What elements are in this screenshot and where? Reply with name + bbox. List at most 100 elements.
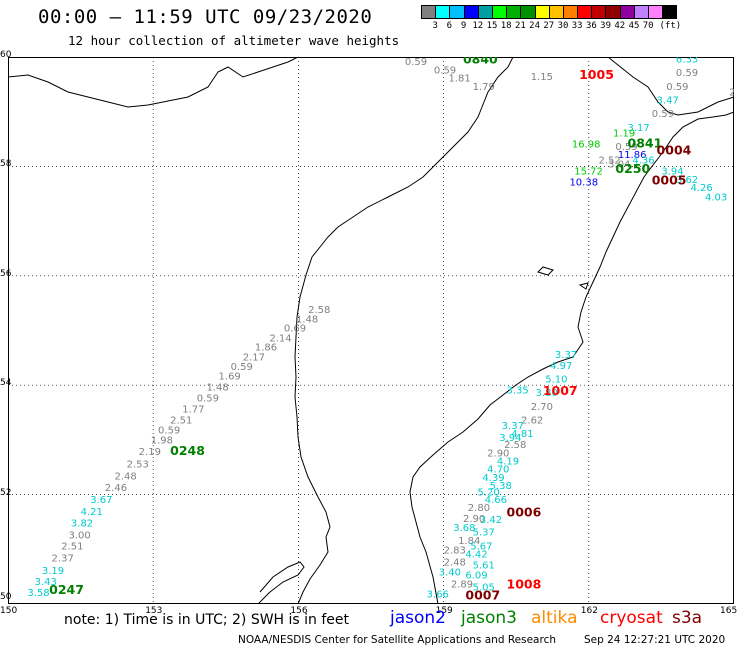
time-label: 0006 [507,504,542,519]
timestamp: Sep 24 12:27:21 UTC 2020 [584,634,726,646]
wave-height-value: 2.51 [61,541,83,552]
wave-height-value: 1.86 [255,343,277,354]
scale-swatch [633,5,649,19]
lon-label: 150 [0,606,18,616]
wave-height-value: 3.40 [439,568,461,579]
legend-item-altika: altika [531,608,578,628]
scale-label: 70 [642,21,654,31]
wave-height-value: 11.86 [618,150,647,161]
scale-swatch [662,5,678,19]
lon-label: 159 [435,606,453,616]
time-label: 1007 [543,383,578,398]
wave-height-value: 3.37 [502,421,524,432]
scale-label: 9 [460,21,467,31]
islet-1 [537,266,554,276]
wave-height-value: 6.33 [676,57,698,65]
scale-label: 18 [500,21,512,31]
scale-label: 30 [557,21,569,31]
color-scale-labels: 3 6 9 12 15 18 21 24 27 30 33 36 39 42 45 70 (ft) [421,21,740,33]
wave-height-value: 3.58 [27,588,49,599]
legend-item-jason3: jason3 [461,608,517,628]
scale-swatch [648,5,664,19]
scale-label: (ft) [659,21,682,31]
lon-label: 156 [290,606,308,616]
time-label: 0248 [170,443,205,458]
wave-height-value: 5.20 [477,488,499,499]
wave-height-value: 5.37 [473,528,495,539]
wave-height-value: 0.59 [434,65,456,76]
scale-label: 36 [585,21,597,31]
wave-height-value: 5.61 [473,560,495,571]
wave-height-value: 4.03 [705,192,727,203]
wave-height-value: 5.38 [490,481,512,492]
wave-height-value: 1.79 [473,82,495,93]
scale-swatch [577,5,593,19]
wave-height-value: 5.10 [545,374,567,385]
lat-label: 50 [0,592,12,602]
lat-label: 54 [0,378,12,389]
time-label: 0247 [49,582,84,597]
wave-height-value: 2.14 [269,333,291,344]
scale-label: 6 [446,21,453,31]
scale-swatch [548,5,564,19]
credit: NOAA/NESDIS Center for Satellite Applica… [238,634,556,646]
scale-swatch [534,5,550,19]
grid-lines [8,57,734,604]
wave-height-value: 4.66 [485,495,507,506]
wave-height-value: 3.43 [35,577,57,588]
wave-height-value: 1.48 [206,383,228,394]
wave-height-value: 0.69 [284,324,306,335]
color-scale [421,5,678,19]
lon-label: 153 [145,606,163,616]
wave-height-value: 0.59 [615,142,637,153]
wave-height-value: 3.94 [499,433,521,444]
scale-swatch [520,5,536,19]
wave-height-value: 2.83 [444,546,466,557]
wave-height-value: 0.59 [405,57,427,68]
time-label: 1008 [507,577,542,592]
wave-height-value: 0.59 [231,362,253,373]
wave-height-map: 3.583.433.192.372.513.003.824.213.672.46… [8,57,734,604]
wave-height-value: 2.53 [127,459,149,470]
wave-height-labels: 3.583.433.192.372.513.003.824.213.672.46… [27,57,734,600]
scale-label: 12 [472,21,484,31]
wave-height-value: 2.58 [308,305,330,316]
wave-height-value: 2.17 [243,353,265,364]
wave-height-value: 3.19 [42,566,64,577]
wave-height-value: 3.82 [71,518,93,529]
wave-height-value: 5.67 [470,541,492,552]
scale-swatch [562,5,579,19]
wave-height-value: 2.90 [487,448,509,459]
wave-height-value: 3.66 [427,589,449,600]
time-label: 1005 [579,67,614,82]
wave-height-value: 3.68 [453,523,475,534]
wave-height-value: 15.72 [574,167,603,178]
wave-height-value: 4.70 [487,465,509,476]
footer-note: note: 1) Time is in UTC; 2) SWH is in fe… [64,612,350,628]
scale-swatch [477,5,493,19]
wave-height-value: 3.17 [628,123,650,134]
wave-height-value: 2.70 [531,402,553,413]
coastline-kamchatka-west [294,57,514,604]
wave-height-value: 0.59 [676,68,698,79]
scale-swatch [491,5,508,19]
scale-label: 27 [543,21,555,31]
wave-height-value: 1.15 [531,72,553,83]
page-subtitle: 12 hour collection of altimeter wave hei… [68,33,400,48]
time-label: 0005 [652,172,687,187]
wave-height-value: 2.48 [114,471,136,482]
wave-height-value: 5.05 [473,582,495,593]
scale-label: 15 [486,21,498,31]
scale-swatch [435,5,451,19]
coastline-okhotsk-north [8,57,299,108]
lat-label: 52 [0,487,12,498]
wave-height-value: 2.90 [463,514,485,525]
coastline [8,57,734,604]
time-label: 0004 [657,142,692,157]
wave-height-value: 1.19 [613,128,635,139]
lon-label: 165 [720,606,738,616]
wave-height-value: 1.84 [458,536,480,547]
wave-height-value: 4.39 [482,473,504,484]
scale-swatch [449,5,465,19]
wave-height-value: 2.37 [52,553,74,564]
